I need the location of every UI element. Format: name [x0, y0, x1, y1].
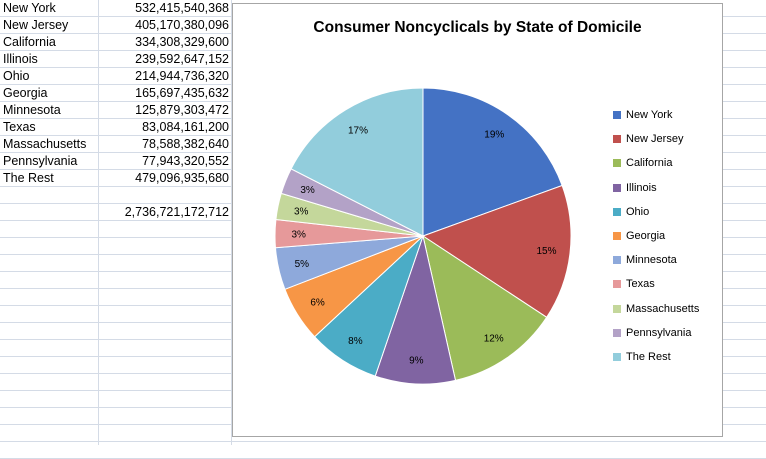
state-name-cell[interactable]: Illinois: [3, 52, 38, 66]
pie-slice[interactable]: [422, 234, 548, 381]
slice-percent-label: 3%: [291, 230, 306, 241]
legend-swatch: [613, 135, 621, 144]
pie-slice[interactable]: [422, 87, 563, 237]
pie-slice[interactable]: [421, 184, 572, 319]
legend-swatch: [613, 328, 621, 337]
pie-slice[interactable]: [374, 234, 457, 385]
legend-label: New Jersey: [626, 133, 684, 146]
legend-swatch: [613, 353, 621, 361]
state-value-cell[interactable]: 83,084,161,200: [142, 120, 229, 134]
state-value-cell[interactable]: 405,170,380,096: [135, 18, 229, 32]
slice-percent-label: 19%: [484, 130, 504, 141]
state-name-cell[interactable]: New Jersey: [3, 18, 69, 32]
slice-percent-label: 6%: [310, 297, 325, 308]
legend-swatch: [613, 232, 621, 240]
legend-swatch: [613, 183, 621, 192]
state-value-cell[interactable]: 77,943,320,552: [142, 154, 229, 168]
legend-label: Ohio: [626, 205, 650, 218]
slice-percent-label: 15%: [536, 246, 556, 257]
legend-swatch: [613, 256, 621, 265]
state-value-cell[interactable]: 214,944,736,320: [135, 69, 229, 83]
legend-label: Texas: [626, 278, 655, 291]
state-value-cell[interactable]: 239,592,647,152: [135, 52, 229, 66]
total-value-cell[interactable]: 2,736,721,172,712: [124, 205, 229, 219]
slice-percent-label: 8%: [348, 336, 363, 347]
state-value-cell[interactable]: 532,415,540,368: [135, 1, 229, 15]
legend-swatch: [613, 111, 621, 119]
state-name-cell[interactable]: Massachusetts: [3, 137, 87, 151]
column-divider: [98, 0, 99, 445]
state-name-cell[interactable]: Texas: [3, 120, 36, 134]
slice-percent-label: 17%: [348, 126, 368, 137]
legend-label: Minnesota: [626, 254, 677, 267]
pie-chart[interactable]: Consumer Noncyclicals by State of Domici…: [232, 3, 723, 437]
pie-slice[interactable]: [290, 87, 424, 237]
slice-percent-label: 3%: [294, 207, 309, 218]
state-value-cell[interactable]: 479,096,935,680: [135, 171, 229, 185]
legend-label: California: [626, 157, 673, 170]
state-value-cell[interactable]: 165,697,435,632: [135, 86, 229, 100]
slice-percent-label: 12%: [484, 334, 504, 345]
state-name-cell[interactable]: New York: [3, 1, 56, 15]
legend-swatch: [613, 280, 621, 289]
slice-percent-label: 5%: [295, 259, 310, 270]
state-value-cell[interactable]: 125,879,303,472: [135, 103, 229, 117]
legend-label: Illinois: [626, 181, 657, 194]
legend-swatch: [613, 159, 621, 168]
sheet-row[interactable]: [0, 425, 766, 442]
state-name-cell[interactable]: Minnesota: [3, 103, 61, 117]
state-name-cell[interactable]: The Rest: [3, 171, 54, 185]
legend-label: The Rest: [626, 351, 671, 363]
state-name-cell[interactable]: Ohio: [3, 69, 30, 83]
pie-plot: 19% 15% 12% 9% 8% 6% 5% 3% 3% 3% 17%: [274, 87, 572, 385]
legend-label: New York: [626, 109, 673, 121]
legend-swatch: [613, 207, 621, 216]
slice-percent-label: 9%: [409, 356, 424, 367]
legend-label: Massachusetts: [626, 302, 700, 315]
state-name-cell[interactable]: Pennsylvania: [3, 154, 78, 168]
legend-label: Georgia: [626, 230, 666, 242]
column-divider: [231, 0, 232, 445]
state-value-cell[interactable]: 334,308,329,600: [135, 35, 229, 49]
chart-title: Consumer Noncyclicals by State of Domici…: [313, 19, 642, 36]
legend-swatch: [613, 304, 621, 313]
state-value-cell[interactable]: 78,588,382,640: [142, 137, 229, 151]
state-name-cell[interactable]: California: [3, 35, 56, 49]
legend-label: Pennsylvania: [626, 326, 692, 339]
slice-percent-label: 3%: [300, 185, 315, 196]
state-name-cell[interactable]: Georgia: [3, 86, 48, 100]
